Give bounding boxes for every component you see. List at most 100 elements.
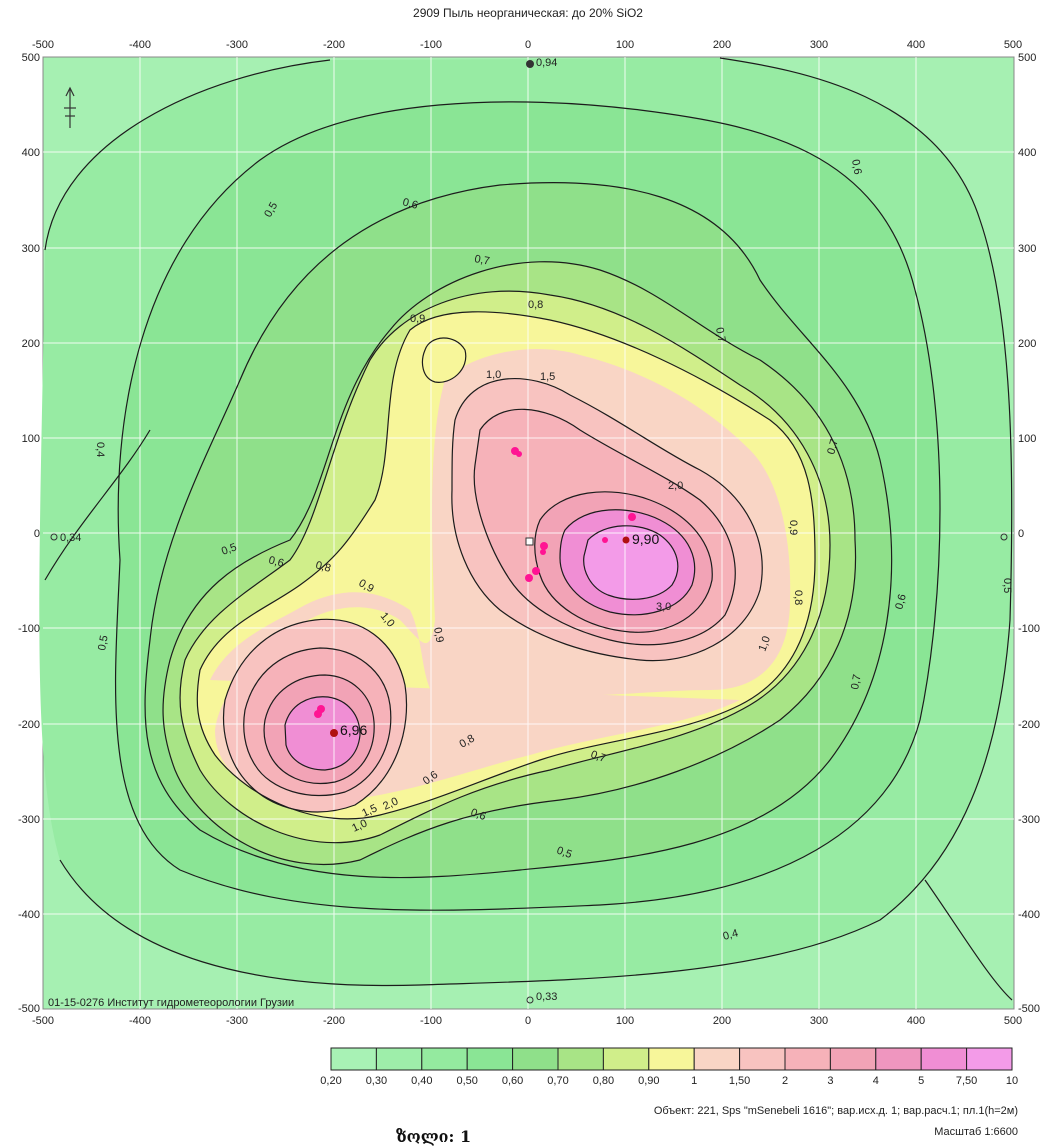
x-tick-bottom: 300 — [810, 1015, 828, 1027]
legend-label: 2 — [782, 1075, 788, 1087]
x-tick-top: 500 — [1004, 39, 1022, 51]
x-tick-bottom: -500 — [32, 1015, 54, 1027]
contour-label: 0,5 — [220, 541, 238, 558]
legend-label: 4 — [873, 1075, 879, 1087]
check-point-north[interactable] — [526, 60, 534, 68]
x-axis-bottom: -500 -400 -300 -200 -100 0 100 200 300 4… — [32, 1015, 1022, 1027]
y-tick-right: -100 — [1018, 623, 1040, 635]
legend-label: 0,70 — [547, 1075, 568, 1087]
contour-label: 0,6 — [893, 593, 909, 611]
legend-swatch — [512, 1047, 559, 1071]
y-tick-left: 0 — [34, 528, 40, 540]
y-tick-right: -300 — [1018, 814, 1040, 826]
legend-label: 3 — [827, 1075, 833, 1087]
check-value-west: 0,34 — [60, 532, 81, 544]
band-5-left — [285, 696, 360, 770]
legend-swatch — [966, 1047, 1013, 1071]
institute-label: 01-15-0276 Институт гидрометеорологии Гр… — [48, 997, 294, 1009]
y-tick-left: 100 — [22, 433, 40, 445]
contour-label: 1,0 — [486, 369, 501, 381]
caption: ზოლი: 1 — [396, 1127, 472, 1146]
contour-label: 0,7 — [713, 326, 727, 343]
x-tick-bottom: 500 — [1004, 1015, 1022, 1027]
north-arrow-icon — [64, 86, 76, 128]
contour-label: 0,7 — [825, 438, 841, 456]
legend-swatch — [466, 1047, 514, 1071]
source-marker[interactable] — [314, 710, 322, 718]
contour-label: 0,5 — [96, 634, 110, 651]
legend-label: 0,20 — [320, 1075, 341, 1087]
x-tick-top: -100 — [420, 39, 442, 51]
source-marker[interactable] — [525, 537, 534, 546]
legend-swatch — [784, 1047, 831, 1071]
source-marker[interactable] — [540, 542, 548, 550]
y-tick-right: 0 — [1018, 528, 1024, 540]
legend-label: 0,40 — [411, 1075, 432, 1087]
maximum-marker-left[interactable] — [330, 729, 338, 737]
source-marker[interactable] — [525, 574, 533, 582]
y-axis-left: 500 400 300 200 100 0 -100 -200 -300 -40… — [18, 52, 40, 1015]
y-tick-left: 300 — [22, 243, 40, 255]
object-info: Объект: 221, Sps "mSenebeli 1616"; вар.и… — [653, 1105, 1018, 1117]
x-tick-bottom: 100 — [616, 1015, 634, 1027]
source-marker[interactable] — [532, 567, 540, 575]
source-marker[interactable] — [628, 513, 636, 521]
x-tick-bottom: 0 — [525, 1015, 531, 1027]
y-tick-right: -500 — [1018, 1003, 1040, 1015]
contour-label: 2,0 — [668, 480, 683, 492]
y-tick-left: -300 — [18, 814, 40, 826]
sources — [50, 60, 1008, 1004]
band-7-50-right — [583, 525, 678, 600]
check-point-south[interactable] — [526, 996, 534, 1004]
source-marker[interactable] — [540, 549, 546, 555]
contour-label: 0,6 — [401, 196, 419, 212]
legend-swatch — [421, 1047, 468, 1071]
grid — [43, 57, 1014, 1009]
check-point-west[interactable] — [50, 533, 58, 541]
contour-label: 0,7 — [473, 253, 490, 267]
scale-info: Масштаб 1:6600 — [934, 1126, 1018, 1138]
contour-label: 0,9 — [431, 626, 445, 643]
contour-label: 0,6 — [849, 158, 863, 175]
x-tick-top: 100 — [616, 39, 634, 51]
x-tick-top: -500 — [32, 39, 54, 51]
x-tick-bottom: -100 — [420, 1015, 442, 1027]
x-tick-top: 0 — [525, 39, 531, 51]
y-tick-left: -100 — [18, 623, 40, 635]
x-tick-top: -300 — [226, 39, 248, 51]
x-axis-top: -500 -400 -300 -200 -100 0 100 200 300 4… — [32, 39, 1022, 51]
source-marker[interactable] — [516, 451, 522, 457]
legend-label: 1 — [691, 1075, 697, 1087]
legend-swatch — [648, 1047, 695, 1071]
contour-label: 0,4 — [722, 927, 740, 943]
legend-label: 0,90 — [638, 1075, 659, 1087]
legend-label: 0,80 — [593, 1075, 614, 1087]
contour-label: 0,9 — [787, 520, 799, 535]
y-tick-right: -400 — [1018, 909, 1040, 921]
legend-label: 1,50 — [729, 1075, 750, 1087]
y-tick-left: -200 — [18, 719, 40, 731]
map-title: 2909 Пыль неорганическая: до 20% SiO2 — [413, 6, 643, 20]
contour-label: 2,0 — [381, 795, 400, 812]
x-tick-bottom: -200 — [323, 1015, 345, 1027]
legend-label: 7,50 — [956, 1075, 977, 1087]
legend-label: 0,50 — [456, 1075, 477, 1087]
contour-label: 0,8 — [314, 559, 332, 575]
legend-swatch — [875, 1047, 922, 1071]
contour-label: 0,4 — [94, 442, 106, 457]
contour-label: 0,8 — [528, 299, 543, 311]
y-tick-left: 400 — [22, 147, 40, 159]
maximum-marker-right[interactable] — [622, 536, 630, 544]
source-marker[interactable] — [602, 537, 608, 543]
x-tick-top: 200 — [713, 39, 731, 51]
x-tick-top: 400 — [907, 39, 925, 51]
legend-swatch — [375, 1047, 423, 1071]
y-tick-right: 100 — [1018, 433, 1036, 445]
y-tick-right: 400 — [1018, 147, 1036, 159]
contour-label: 1,0 — [350, 817, 369, 834]
x-tick-bottom: 200 — [713, 1015, 731, 1027]
check-point-east[interactable] — [1000, 533, 1008, 541]
max-value-label-right: 9,90 — [632, 531, 659, 547]
legend-label: 0,60 — [502, 1075, 523, 1087]
